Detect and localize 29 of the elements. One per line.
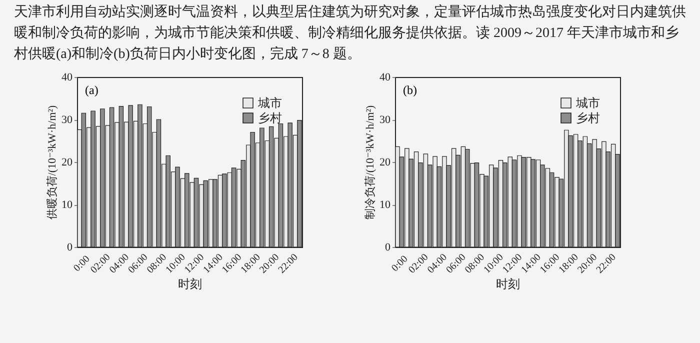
y-tick-label: 30: [62, 114, 73, 126]
y-tick-label: 10: [62, 199, 73, 211]
y-tick-label: 40: [62, 72, 73, 84]
annotation: (b): [403, 83, 417, 97]
legend-label: 城市: [575, 96, 600, 110]
y-axis-title: 供暖负荷/(10⁻³kW·h/m²): [46, 104, 58, 220]
y-axis-title: 制冷负荷/(10⁻³kW·h/m²): [364, 104, 376, 220]
annotation: (a): [85, 83, 98, 97]
legend-label: 乡村: [258, 111, 282, 125]
y-tick-label: 30: [380, 114, 391, 126]
y-tick-label: 0: [385, 242, 391, 254]
x-tick-label: 0:00: [72, 254, 92, 274]
y-tick-label: 10: [380, 199, 391, 211]
bar: [81, 112, 86, 248]
y-tick-label: 40: [380, 72, 391, 84]
legend-label: 城市: [257, 96, 282, 110]
y-tick-label: 20: [380, 156, 391, 168]
x-axis-title: 时刻: [178, 277, 202, 292]
bar: [278, 123, 284, 248]
x-axis-title: 时刻: [496, 277, 520, 292]
legend-label: 乡村: [576, 111, 600, 125]
bar: [203, 180, 208, 248]
bar: [194, 178, 199, 248]
bar: [156, 119, 162, 248]
x-tick-label: 0:00: [390, 254, 410, 274]
y-tick-label: 0: [67, 242, 73, 254]
y-tick-label: 20: [62, 156, 73, 168]
text: 天津市利用自动站实测逐时气温资料，以典型居住建筑为研究对象，定量评估城市热岛强度变化对日内建筑供暖和制冷负荷的影响，为城市节能决策和供暖、制冷精细化服务提供依据。读 2009～2017 年天津市城市和乡村供暖(a)和制冷(b)负荷日内小时变化图，完成 7～8 题。: [13, 3, 687, 64]
bar: [118, 106, 124, 248]
